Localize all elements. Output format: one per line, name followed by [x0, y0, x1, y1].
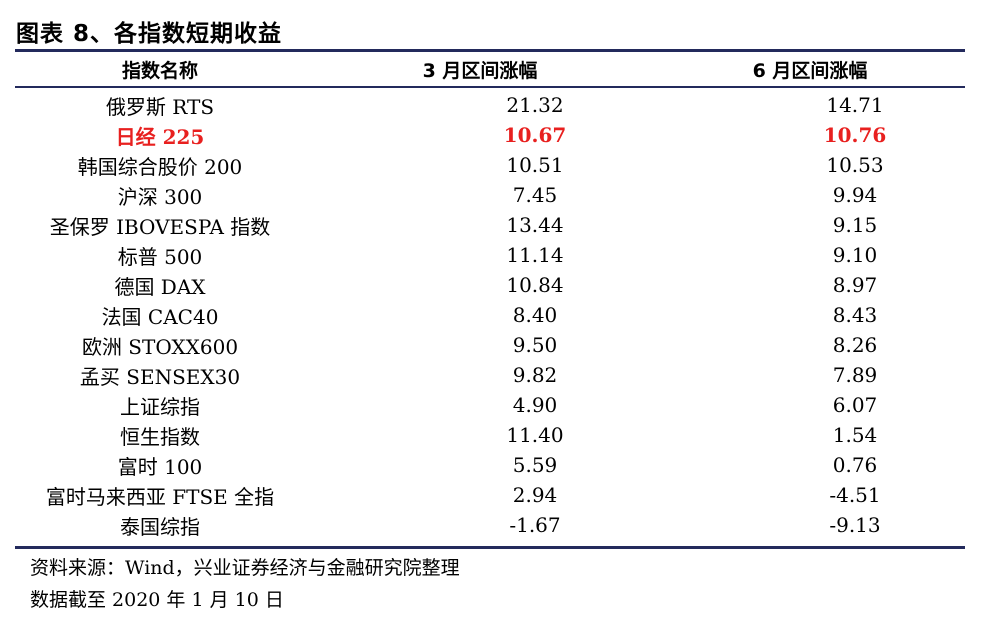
3m-change-cell: 13.44: [506, 213, 564, 237]
table-row: 法国 CAC40 8.40 8.43: [15, 300, 965, 330]
table-row: 欧洲 STOXX600 9.50 8.26: [15, 330, 965, 360]
index-name-cell: 恒生指数: [120, 424, 200, 449]
index-name-cell: 富时马来西亚 FTSE 全指: [45, 484, 275, 509]
index-name-cell: 德国 DAX: [114, 274, 206, 299]
table-row: 圣保罗 IBOVESPA 指数 13.44 9.15: [15, 210, 965, 240]
index-name-cell: 孟买 SENSEX30: [79, 364, 241, 389]
3m-change-cell: 21.32: [506, 93, 564, 117]
index-name-cell: 富时 100: [117, 454, 203, 479]
6m-change-cell: 10.53: [826, 153, 884, 177]
6m-change-cell: 10.76: [823, 123, 887, 147]
table-row: 韩国综合股价 200 10.51 10.53: [15, 150, 965, 180]
3m-change-cell: 11.14: [506, 243, 564, 267]
3m-change-cell: 10.51: [506, 153, 564, 177]
table-bottom-rule: [15, 546, 965, 549]
table-row: 泰国综指 -1.67 -9.13: [15, 510, 965, 540]
date-note: 数据截至 2020 年 1 月 10 日: [30, 589, 284, 611]
column-header-6m-change: 6 月区间涨幅: [752, 59, 868, 82]
6m-change-cell: 8.26: [832, 333, 878, 357]
table-top-rule: [15, 49, 965, 52]
6m-change-cell: 8.43: [832, 303, 878, 327]
index-name-cell: 法国 CAC40: [101, 304, 219, 329]
3m-change-cell: 9.82: [512, 363, 558, 387]
table-header: 指数名称 3 月区间涨幅 6 月区间涨幅: [15, 52, 965, 86]
6m-change-cell: 14.71: [826, 93, 884, 117]
6m-change-cell: 6.07: [832, 393, 878, 417]
3m-change-cell: 9.50: [512, 333, 558, 357]
index-name-cell: 上证综指: [120, 394, 200, 419]
6m-change-cell: 9.94: [832, 183, 878, 207]
index-name-cell: 韩国综合股价 200: [77, 154, 243, 179]
column-header-3m-change: 3 月区间涨幅: [422, 59, 538, 82]
6m-change-cell: 9.10: [832, 243, 878, 267]
3m-change-cell: 8.40: [512, 303, 558, 327]
index-name-cell: 圣保罗 IBOVESPA 指数: [49, 214, 271, 239]
3m-change-cell: 10.84: [506, 273, 564, 297]
3m-change-cell: 10.67: [503, 123, 567, 147]
3m-change-cell: 4.90: [512, 393, 558, 417]
index-name-cell: 日经 225: [115, 124, 205, 149]
table-row: 上证综指 4.90 6.07: [15, 390, 965, 420]
table-row: 恒生指数 11.40 1.54: [15, 420, 965, 450]
index-name-cell: 泰国综指: [120, 514, 200, 539]
index-name-cell: 标普 500: [117, 244, 203, 269]
table-row: 富时马来西亚 FTSE 全指 2.94 -4.51: [15, 480, 965, 510]
6m-change-cell: 8.97: [832, 273, 878, 297]
3m-change-cell: 7.45: [512, 183, 558, 207]
6m-change-cell: 1.54: [832, 423, 878, 447]
index-name-cell: 欧洲 STOXX600: [81, 334, 239, 359]
3m-change-cell: 2.94: [512, 483, 558, 507]
3m-change-cell: 11.40: [506, 423, 564, 447]
3m-change-cell: 5.59: [512, 453, 558, 477]
index-name-cell: 沪深 300: [117, 184, 203, 209]
table-row: 富时 100 5.59 0.76: [15, 450, 965, 480]
figure-title: 图表 8、各指数短期收益: [16, 21, 283, 47]
6m-change-cell: 9.15: [832, 213, 878, 237]
3m-change-cell: -1.67: [509, 513, 561, 537]
6m-change-cell: 7.89: [832, 363, 878, 387]
table-row: 孟买 SENSEX30 9.82 7.89: [15, 360, 965, 390]
table-row: 沪深 300 7.45 9.94: [15, 180, 965, 210]
6m-change-cell: -9.13: [829, 513, 881, 537]
table-row: 标普 500 11.14 9.10: [15, 240, 965, 270]
index-name-cell: 俄罗斯 RTS: [105, 94, 215, 119]
6m-change-cell: -4.51: [829, 483, 881, 507]
source-note: 资料来源：Wind，兴业证券经济与金融研究院整理: [30, 557, 460, 579]
table-row: 日经 225 10.67 10.76: [15, 120, 965, 150]
table-header-rule: [15, 86, 965, 88]
table-row: 德国 DAX 10.84 8.97: [15, 270, 965, 300]
6m-change-cell: 0.76: [832, 453, 878, 477]
column-header-index-name: 指数名称: [121, 59, 198, 82]
table-row: 俄罗斯 RTS 21.32 14.71: [15, 90, 965, 120]
